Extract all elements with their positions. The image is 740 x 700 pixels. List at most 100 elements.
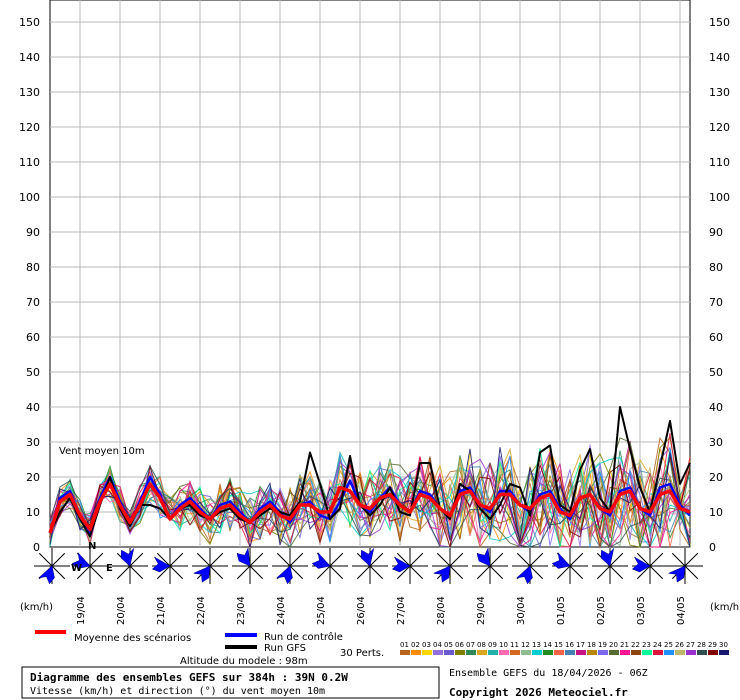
panel-label: Vent moyen 10m — [59, 446, 145, 457]
legend-control-label: Run de contrôle — [264, 631, 343, 643]
rose-petal — [37, 565, 55, 585]
rose-spoke — [316, 565, 331, 580]
pert-swatch — [686, 650, 696, 655]
pert-swatch — [653, 650, 663, 655]
rose-spoke — [636, 565, 651, 580]
plot-frame — [49, 0, 691, 548]
pert-swatch — [664, 650, 674, 655]
chart-grid — [49, 0, 691, 548]
wind-rose — [391, 548, 428, 584]
y-tick-label-left: 70 — [26, 296, 40, 309]
x-date-label: 19/04 — [76, 596, 87, 625]
wind-rose — [151, 548, 188, 584]
pert-number: 12 — [521, 641, 530, 649]
y-tick-label-right: 120 — [709, 121, 730, 134]
y-tick-label-right: 130 — [709, 86, 730, 99]
rose-spoke — [196, 552, 211, 567]
pert-number: 03 — [422, 641, 431, 649]
compass-east: E — [106, 563, 113, 574]
pert-number: 14 — [543, 641, 552, 649]
rose-spoke — [369, 552, 384, 567]
pert-number: 22 — [631, 641, 640, 649]
pert-swatch — [631, 650, 641, 655]
rose-spoke — [609, 552, 624, 567]
rose-petal — [71, 551, 91, 569]
rose-spoke — [436, 552, 451, 567]
y-unit-left: (km/h) — [20, 602, 53, 613]
y-tick-label-left: 80 — [26, 261, 40, 274]
x-date-label: 29/04 — [476, 596, 487, 625]
rose-spoke — [249, 552, 264, 567]
legend: Moyenne des scénarios Run de contrôle Ru… — [35, 630, 729, 659]
wind-rose — [432, 548, 468, 584]
rose-spoke — [369, 565, 384, 580]
pert-swatch — [400, 650, 410, 655]
y-tick-label-left: 150 — [19, 16, 40, 29]
rose-spoke — [329, 552, 344, 567]
rose-spoke — [636, 552, 651, 567]
y-tick-label-right: 70 — [709, 296, 723, 309]
pert-number: 01 — [400, 641, 409, 649]
x-date-label: 20/04 — [116, 596, 127, 625]
x-date-label: 24/04 — [276, 596, 287, 625]
rose-petal — [631, 556, 651, 573]
pert-swatch — [510, 650, 520, 655]
rose-spoke — [276, 552, 291, 567]
wind-rose — [551, 548, 588, 584]
rose-spoke — [89, 552, 104, 567]
wind-rose — [311, 548, 348, 584]
pert-number: 27 — [686, 641, 695, 649]
x-date-label: 02/05 — [596, 596, 607, 625]
pert-number: 23 — [642, 641, 651, 649]
pert-number: 09 — [488, 641, 497, 649]
rose-spoke — [76, 565, 91, 580]
pert-number: 29 — [708, 641, 717, 649]
rose-spoke — [449, 552, 464, 567]
pert-number: 21 — [620, 641, 629, 649]
rose-spoke — [169, 565, 184, 580]
pert-swatch — [609, 650, 619, 655]
rose-spoke — [129, 552, 144, 567]
series-line-gfs — [49, 406, 691, 538]
rose-spoke — [169, 552, 184, 567]
footer-subtitle: Vitesse (km/h) et direction (°) du vent … — [30, 686, 325, 697]
x-date-label: 01/05 — [556, 596, 567, 625]
rose-spoke — [116, 565, 131, 580]
main-series-lines — [48, 406, 691, 538]
model-altitude: Altitude du modele : 98m — [180, 656, 308, 667]
rose-petal — [391, 556, 411, 573]
pert-swatch — [455, 650, 465, 655]
rose-spoke — [156, 552, 171, 567]
pert-swatch — [708, 650, 718, 655]
rose-spoke — [609, 565, 624, 580]
wind-rose — [667, 548, 703, 584]
footer-ensemble-run: Ensemble GEFS du 18/04/2026 - 06Z — [449, 668, 648, 679]
rose-spoke — [38, 552, 53, 567]
pert-swatch — [433, 650, 443, 655]
pert-swatch — [642, 650, 652, 655]
pert-swatch — [477, 650, 487, 655]
rose-spoke — [489, 552, 504, 567]
wind-rose — [232, 547, 268, 584]
compass-north: N — [88, 541, 96, 552]
rose-petal — [120, 547, 135, 567]
y-tick-label-left: 0 — [33, 541, 40, 554]
rose-spoke — [529, 565, 544, 580]
y-tick-label-right: 40 — [709, 401, 723, 414]
rose-spoke — [449, 565, 464, 580]
rose-spoke — [289, 565, 304, 580]
rose-spoke — [671, 552, 686, 567]
pert-number: 30 — [719, 641, 728, 649]
rose-spoke — [489, 565, 504, 580]
pert-number: 19 — [598, 641, 607, 649]
rose-petal — [192, 565, 211, 583]
pert-swatch — [697, 650, 707, 655]
rose-spoke — [249, 565, 264, 580]
y-tick-label-left: 140 — [19, 51, 40, 64]
pert-number: 05 — [444, 641, 453, 649]
rose-spoke — [569, 565, 584, 580]
legend-mean-label: Moyenne des scénarios — [74, 632, 191, 644]
wind-rose — [592, 547, 628, 584]
x-axis-date-labels: 19/04 20/04 21/04 22/04 23/04 24/04 25/04 26/04… — [76, 596, 687, 625]
